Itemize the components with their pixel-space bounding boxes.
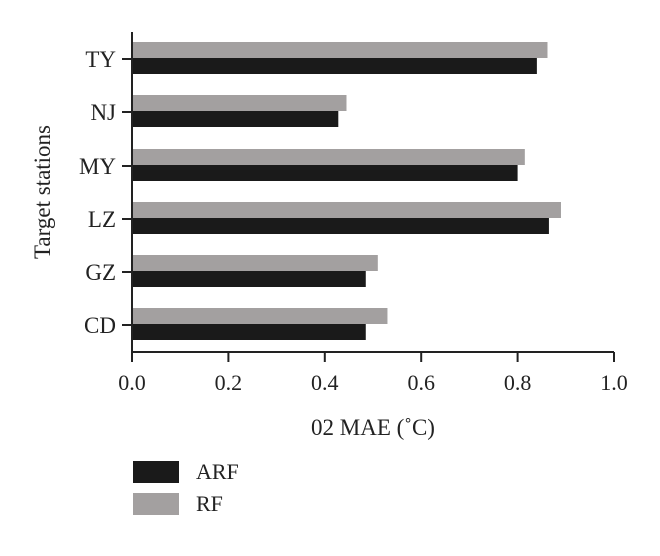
- x-ticks-layer: 0.0 0.2 0.4 0.6 0.8 1.0: [118, 352, 628, 395]
- legend-swatch-arf: [133, 461, 179, 483]
- bar-arf-ty: [133, 58, 537, 74]
- x-axis-title: 02 MAE (˚C): [311, 415, 435, 440]
- x-tick-label: 0.2: [215, 370, 243, 395]
- x-tick-label: 0.0: [118, 370, 146, 395]
- bar-arf-my: [133, 165, 518, 181]
- bar-rf-gz: [133, 255, 378, 271]
- y-tick-label: NJ: [90, 100, 116, 125]
- legend-swatch-rf: [133, 493, 179, 515]
- y-tick-label: GZ: [85, 260, 116, 285]
- x-tick-label: 0.6: [407, 370, 435, 395]
- y-tick-label: MY: [79, 154, 116, 179]
- legend-label-arf: ARF: [196, 459, 239, 484]
- bar-arf-nj: [133, 111, 339, 127]
- y-ticks-layer: CD GZ LZ MY NJ TY: [79, 47, 132, 338]
- bar-rf-my: [133, 149, 525, 165]
- bar-arf-gz: [133, 271, 366, 287]
- bar-arf-lz: [133, 218, 549, 234]
- bar-rf-ty: [133, 42, 548, 58]
- bar-rf-cd: [133, 308, 388, 324]
- y-tick-label: LZ: [88, 207, 116, 232]
- legend-label-rf: RF: [196, 491, 223, 516]
- x-tick-label: 0.4: [311, 370, 339, 395]
- y-tick-label: CD: [84, 313, 116, 338]
- x-tick-label: 0.8: [504, 370, 532, 395]
- bar-rf-nj: [133, 95, 347, 111]
- y-tick-label: TY: [85, 47, 116, 72]
- legend: ARF RF: [133, 459, 239, 516]
- bar-rf-lz: [133, 202, 561, 218]
- bars-layer: [133, 42, 561, 340]
- y-axis-title: Target stations: [30, 125, 55, 259]
- bar-arf-cd: [133, 324, 366, 340]
- x-tick-label: 1.0: [600, 370, 628, 395]
